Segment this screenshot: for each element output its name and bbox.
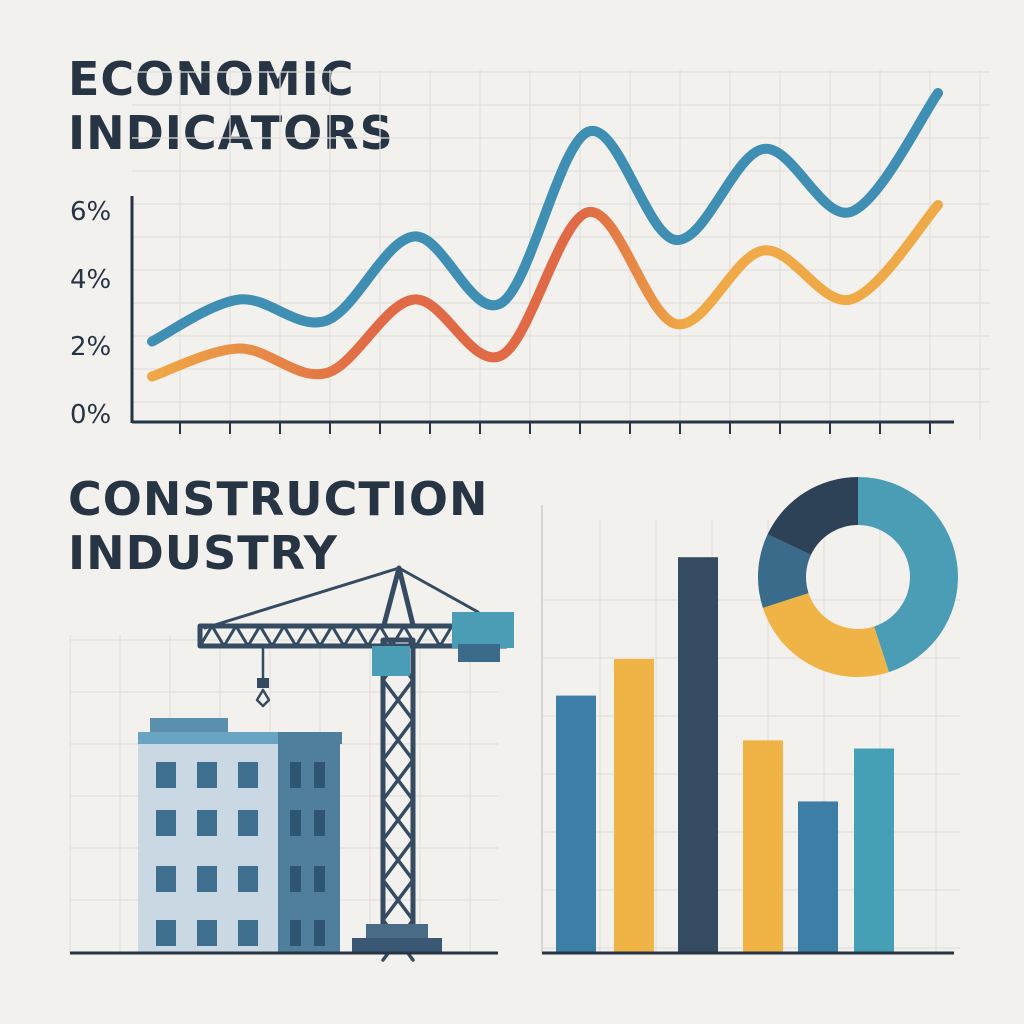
jib-brace xyxy=(210,624,226,648)
construction-bar-chart xyxy=(541,505,954,955)
jib-brace xyxy=(270,624,286,648)
y-axis-ticks: 6% 4% 2% 0% xyxy=(70,197,111,430)
tower-crane-icon xyxy=(197,565,514,962)
y-tick-label: 6% xyxy=(70,197,111,227)
window xyxy=(314,920,325,946)
bar-3 xyxy=(678,557,718,952)
window xyxy=(238,866,258,892)
mast-brace xyxy=(381,758,415,802)
window xyxy=(290,866,301,892)
bar-5 xyxy=(798,801,838,952)
window xyxy=(238,920,258,946)
mast-brace xyxy=(381,878,415,922)
y-tick-label: 0% xyxy=(70,400,111,430)
bar-2 xyxy=(614,658,654,952)
jib-brace xyxy=(426,624,442,648)
x-axis-ticks xyxy=(179,422,931,434)
window xyxy=(156,810,176,836)
jib-brace xyxy=(378,624,394,648)
donut-slice-4 xyxy=(767,477,858,555)
title-line-1: ECONOMIC xyxy=(68,52,355,106)
jib-brace xyxy=(294,624,310,648)
jib-brace xyxy=(354,624,370,648)
window xyxy=(197,762,217,788)
economic-line-chart: 6% 4% 2% 0% xyxy=(70,88,954,434)
jib-brace xyxy=(402,624,418,648)
window xyxy=(314,762,325,788)
jib-brace xyxy=(222,624,238,648)
window xyxy=(238,810,258,836)
jib-brace xyxy=(306,624,322,648)
jib-brace xyxy=(198,624,214,648)
series-line-1 xyxy=(147,88,943,347)
window xyxy=(314,810,325,836)
window xyxy=(156,920,176,946)
jib-brace xyxy=(246,624,262,648)
window xyxy=(290,920,301,946)
mast-brace xyxy=(381,838,415,882)
jib-brace xyxy=(438,624,454,648)
bar-4 xyxy=(743,740,783,952)
window xyxy=(314,866,325,892)
donut-slice-3 xyxy=(758,534,811,608)
window xyxy=(197,920,217,946)
jib-brace xyxy=(318,624,334,648)
window xyxy=(238,762,258,788)
jib-brace xyxy=(414,624,430,648)
jib-brace xyxy=(390,624,406,648)
jib-brace xyxy=(258,624,274,648)
window xyxy=(156,762,176,788)
series-line-2 xyxy=(147,200,943,382)
mast-brace xyxy=(381,798,415,842)
jib-brace xyxy=(282,624,298,648)
window xyxy=(156,866,176,892)
donut-slice-2 xyxy=(762,593,889,677)
window xyxy=(290,762,301,788)
bar-1 xyxy=(556,695,596,952)
window xyxy=(290,810,301,836)
jib-brace xyxy=(342,624,358,648)
mast-brace xyxy=(381,718,415,762)
window xyxy=(197,866,217,892)
donut-chart xyxy=(758,477,958,677)
jib-brace xyxy=(366,624,382,648)
bar-6 xyxy=(854,748,894,952)
construction-industry-title: CONSTRUCTION INDUSTRY xyxy=(68,472,489,581)
jib-brace xyxy=(234,624,250,648)
y-tick-label: 4% xyxy=(70,265,111,295)
mast-brace xyxy=(381,678,415,722)
jib-brace xyxy=(330,624,346,648)
title-line-1: CONSTRUCTION xyxy=(68,472,489,526)
title-line-2: INDUSTRY xyxy=(68,526,338,581)
window xyxy=(197,810,217,836)
y-tick-label: 2% xyxy=(70,332,111,362)
donut-slice-1 xyxy=(858,477,958,673)
building-icon xyxy=(138,718,342,952)
